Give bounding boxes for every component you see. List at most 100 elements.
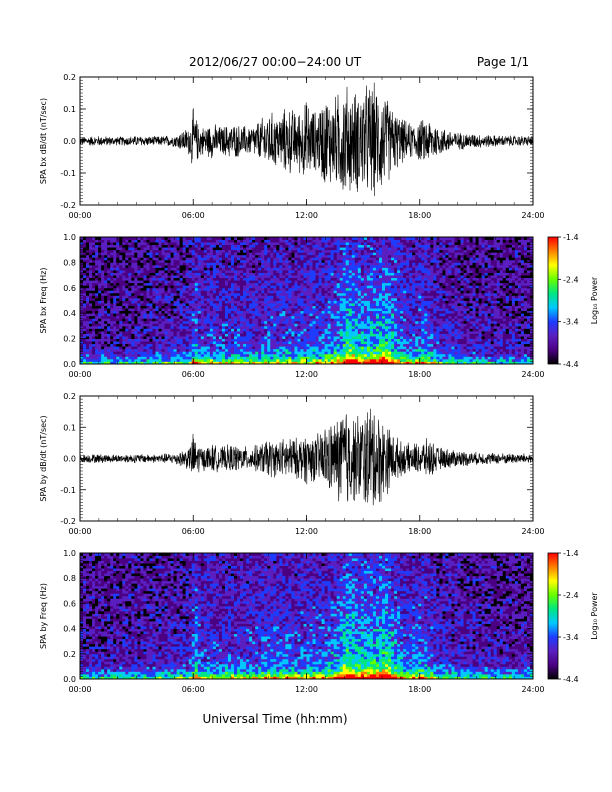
- spectrogram-cell: [197, 330, 202, 334]
- spectrogram-cell: [170, 257, 175, 261]
- spectrogram-cell: [113, 328, 117, 332]
- spectrogram-cell: [161, 277, 165, 281]
- spectrogram-cell: [333, 303, 338, 306]
- spectrogram-cell: [348, 310, 353, 314]
- spectrogram-cell: [315, 348, 319, 352]
- spectrogram-cell: [194, 341, 199, 345]
- spectrogram-cell: [339, 328, 344, 332]
- spectrogram-cell: [200, 356, 205, 360]
- spectrogram-cell: [300, 333, 304, 337]
- spectrogram-cell: [146, 239, 150, 243]
- spectrogram-cell: [249, 259, 253, 263]
- spectrogram-cell: [185, 259, 190, 263]
- spectrogram-cell: [113, 325, 117, 329]
- spectrogram-cell: [240, 257, 244, 261]
- spectrogram-cell: [315, 351, 319, 355]
- spectrogram-cell: [339, 305, 344, 309]
- spectrogram-cell: [185, 333, 190, 337]
- x-tick-label: 18:00: [408, 211, 431, 220]
- spectrogram-cell: [237, 270, 241, 273]
- spectrogram-cell: [188, 313, 193, 317]
- spectrogram-cell: [258, 338, 262, 342]
- spectrogram-cell: [104, 310, 108, 314]
- spectrogram-cell: [125, 341, 129, 345]
- spectrogram-cell: [252, 254, 256, 258]
- spectrogram-cell: [173, 272, 178, 276]
- spectrogram-cell: [128, 303, 132, 306]
- spectrogram-cell: [221, 285, 226, 289]
- spectrogram-cell: [149, 353, 153, 357]
- spectrogram-cell: [231, 348, 235, 352]
- spectrogram-cell: [224, 325, 229, 329]
- spectrogram-cell: [80, 341, 84, 345]
- spectrogram-cell: [83, 242, 87, 246]
- spectrogram-cell: [291, 264, 295, 268]
- spectrogram-cell: [237, 351, 241, 355]
- spectrogram-cell: [231, 346, 235, 350]
- spectrogram-cell: [297, 323, 301, 327]
- spectrogram-cell: [80, 353, 84, 357]
- spectrogram-cell: [345, 247, 350, 251]
- spectrogram-cell: [357, 252, 362, 256]
- spectrogram-cell: [291, 277, 295, 281]
- spectrogram-cell: [158, 295, 162, 299]
- spectrogram-cell: [288, 313, 292, 317]
- spectrogram-cell: [146, 351, 150, 355]
- spectrogram-cell: [218, 280, 223, 284]
- spectrogram-cell: [173, 259, 178, 263]
- spectrogram-cell: [185, 351, 190, 355]
- spectrogram-cell: [249, 333, 253, 337]
- spectrogram-cell: [276, 295, 280, 299]
- spectrogram-cell: [164, 267, 168, 271]
- spectrogram-cell: [291, 361, 295, 364]
- spectrogram-cell: [258, 320, 262, 324]
- spectrogram-cell: [83, 328, 87, 332]
- spectrogram-cell: [164, 361, 168, 364]
- spectrogram-cell: [294, 282, 298, 286]
- spectrogram-cell: [134, 290, 138, 294]
- spectrogram-cell: [131, 237, 135, 240]
- spectrogram-cell: [203, 338, 208, 342]
- spectrogram-cell: [333, 351, 338, 355]
- spectrogram-cell: [264, 343, 268, 347]
- spectrogram-cell: [98, 320, 102, 324]
- spectrogram-cell: [227, 353, 232, 357]
- spectrogram-cell: [360, 244, 365, 248]
- spectrogram-cell: [224, 313, 229, 317]
- spectrogram-cell: [134, 270, 138, 273]
- spectrogram-cell: [104, 277, 108, 281]
- spectrogram-cell: [200, 358, 205, 362]
- spectrogram-cell: [152, 361, 156, 364]
- spectrogram-cell: [273, 287, 277, 291]
- spectrogram-cell: [140, 254, 144, 258]
- spectrogram-cell: [92, 333, 96, 337]
- spectrogram-cell: [309, 358, 313, 362]
- spectrogram-cell: [188, 336, 193, 339]
- spectrogram-cell: [333, 333, 338, 337]
- spectrogram-cell: [134, 358, 138, 362]
- spectrogram-cell: [324, 310, 329, 314]
- spectrogram-cell: [113, 338, 117, 342]
- spectrogram-cell: [327, 356, 332, 360]
- spectrogram-cell: [240, 247, 244, 251]
- spectrogram-cell: [285, 330, 289, 334]
- spectrogram-cell: [255, 325, 259, 329]
- spectrogram-cell: [146, 272, 150, 276]
- spectrogram-cell: [249, 295, 253, 299]
- spectrogram-cell: [158, 361, 162, 364]
- spectrogram-cell: [92, 348, 96, 352]
- spectrogram-cell: [98, 353, 102, 357]
- spectrogram-cell: [279, 336, 283, 339]
- spectrogram-cell: [218, 254, 223, 258]
- spectrogram-cell: [185, 287, 190, 291]
- spectrogram-cell: [345, 348, 350, 352]
- spectrogram-cell: [80, 285, 84, 289]
- spectrogram-cell: [306, 318, 310, 322]
- spectrogram-cell: [176, 338, 181, 342]
- spectrogram-cell: [188, 318, 193, 322]
- spectrogram-cell: [110, 287, 114, 291]
- spectrogram-cell: [92, 280, 96, 284]
- spectrogram-cell: [345, 313, 350, 317]
- spectrogram-cell: [134, 333, 138, 337]
- spectrogram-cell: [110, 237, 114, 240]
